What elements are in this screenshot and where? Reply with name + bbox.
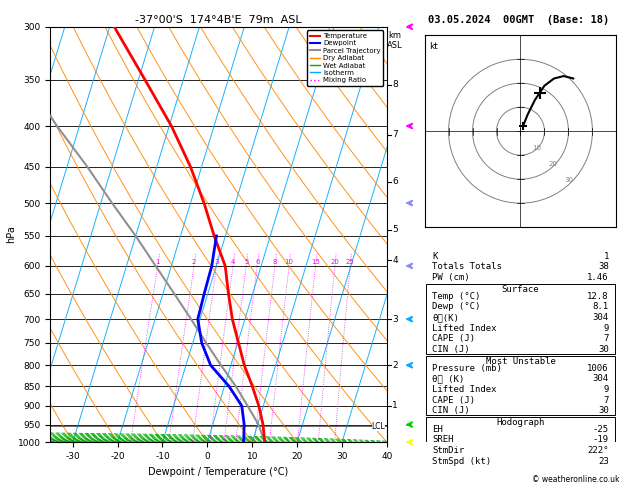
Text: 12.8: 12.8 <box>587 292 609 301</box>
Text: 20: 20 <box>331 259 340 265</box>
Text: Hodograph: Hodograph <box>496 418 545 427</box>
Text: CAPE (J): CAPE (J) <box>432 396 476 405</box>
Text: km
ASL: km ASL <box>387 31 403 50</box>
Text: 1: 1 <box>155 259 160 265</box>
Text: 15: 15 <box>311 259 320 265</box>
Text: 304: 304 <box>593 374 609 383</box>
Bar <box>426 284 615 354</box>
Text: 2: 2 <box>192 259 196 265</box>
Text: -19: -19 <box>593 435 609 445</box>
Text: 7: 7 <box>392 130 398 139</box>
Text: 8: 8 <box>273 259 277 265</box>
Text: 6: 6 <box>255 259 260 265</box>
Bar <box>426 417 615 442</box>
Text: EH: EH <box>432 425 443 434</box>
Text: LCL: LCL <box>372 422 386 431</box>
Text: 2: 2 <box>392 361 398 370</box>
Text: kt: kt <box>430 42 438 52</box>
Text: 7: 7 <box>603 334 609 344</box>
Text: θᴄ(K): θᴄ(K) <box>432 313 459 322</box>
Text: Temp (°C): Temp (°C) <box>432 292 481 301</box>
Text: PW (cm): PW (cm) <box>432 273 470 282</box>
Text: 38: 38 <box>598 262 609 272</box>
Text: Lifted Index: Lifted Index <box>432 324 497 333</box>
Text: © weatheronline.co.uk: © weatheronline.co.uk <box>532 474 620 484</box>
Text: 1006: 1006 <box>587 364 609 373</box>
Text: 3: 3 <box>392 314 398 324</box>
Y-axis label: hPa: hPa <box>6 226 16 243</box>
Text: CIN (J): CIN (J) <box>432 406 470 416</box>
Text: 9: 9 <box>603 385 609 394</box>
Text: 1: 1 <box>392 401 398 410</box>
Text: 8: 8 <box>392 80 398 89</box>
Text: CIN (J): CIN (J) <box>432 345 470 354</box>
Text: 4: 4 <box>231 259 235 265</box>
Text: CAPE (J): CAPE (J) <box>432 334 476 344</box>
Text: -25: -25 <box>593 425 609 434</box>
Text: Dewp (°C): Dewp (°C) <box>432 302 481 312</box>
Text: Totals Totals: Totals Totals <box>432 262 502 272</box>
Text: StmDir: StmDir <box>432 446 464 455</box>
Text: K: K <box>432 252 438 261</box>
Text: 03.05.2024  00GMT  (Base: 18): 03.05.2024 00GMT (Base: 18) <box>428 15 610 25</box>
Text: 304: 304 <box>593 313 609 322</box>
Text: 10: 10 <box>532 144 542 151</box>
Text: 8.1: 8.1 <box>593 302 609 312</box>
Text: 25: 25 <box>346 259 355 265</box>
Text: SREH: SREH <box>432 435 454 445</box>
Text: 10: 10 <box>285 259 294 265</box>
X-axis label: Dewpoint / Temperature (°C): Dewpoint / Temperature (°C) <box>148 467 289 477</box>
Text: 4: 4 <box>392 256 398 265</box>
Text: 1.46: 1.46 <box>587 273 609 282</box>
Title: -37°00'S  174°4B'E  79m  ASL: -37°00'S 174°4B'E 79m ASL <box>135 15 302 25</box>
Text: Surface: Surface <box>502 285 539 294</box>
Text: θᴄ (K): θᴄ (K) <box>432 374 464 383</box>
Text: Lifted Index: Lifted Index <box>432 385 497 394</box>
Text: 30: 30 <box>565 177 574 183</box>
Text: 23: 23 <box>598 457 609 466</box>
Text: 3: 3 <box>214 259 219 265</box>
Text: 222°: 222° <box>587 446 609 455</box>
Legend: Temperature, Dewpoint, Parcel Trajectory, Dry Adiabat, Wet Adiabat, Isotherm, Mi: Temperature, Dewpoint, Parcel Trajectory… <box>307 30 383 86</box>
Text: 5: 5 <box>392 225 398 234</box>
Text: 6: 6 <box>392 177 398 186</box>
Text: 5: 5 <box>244 259 248 265</box>
Text: 20: 20 <box>548 161 557 167</box>
Bar <box>426 356 615 415</box>
Text: 1: 1 <box>603 252 609 261</box>
Text: 30: 30 <box>598 406 609 416</box>
Text: Pressure (mb): Pressure (mb) <box>432 364 502 373</box>
Text: 7: 7 <box>603 396 609 405</box>
Text: 9: 9 <box>603 324 609 333</box>
Text: StmSpd (kt): StmSpd (kt) <box>432 457 491 466</box>
Text: 30: 30 <box>598 345 609 354</box>
Text: Most Unstable: Most Unstable <box>486 357 555 366</box>
